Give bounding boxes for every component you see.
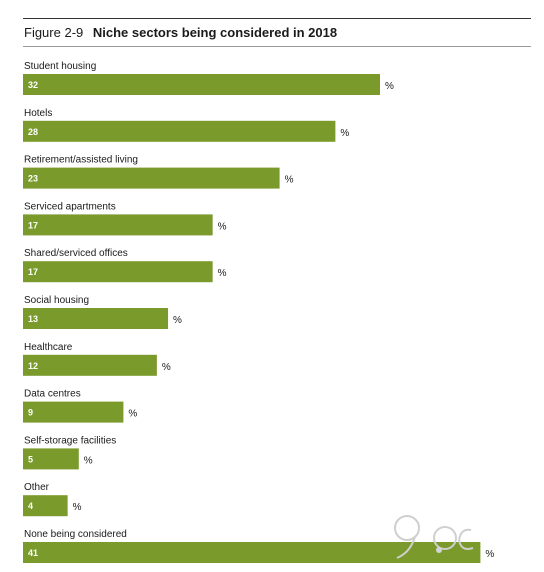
bar-value-label: 28 [28, 127, 38, 137]
percent-unit-label: % [218, 221, 227, 232]
percent-unit-label: % [84, 455, 93, 466]
bar [23, 542, 481, 563]
bar-value-label: 23 [28, 174, 38, 184]
figure-heading: Figure 2-9 Niche sectors being considere… [24, 25, 337, 40]
category-label: Healthcare [24, 342, 73, 353]
category-label: Data centres [24, 389, 81, 400]
bar-value-label: 17 [28, 220, 38, 230]
bar [23, 354, 157, 376]
title-rule [23, 46, 531, 47]
category-label: Retirement/assisted living [24, 155, 138, 166]
percent-unit-label: % [285, 175, 294, 186]
category-label: Social housing [24, 295, 89, 306]
category-label: Self-storage facilities [24, 435, 116, 446]
bar-value-label: 17 [28, 267, 38, 277]
percent-unit-label: % [162, 362, 171, 373]
chart-title: Niche sectors being considered in 2018 [92, 25, 338, 40]
category-label: Serviced apartments [24, 201, 116, 212]
percent-unit-label: % [340, 128, 349, 139]
bar [23, 167, 280, 189]
bar-value-label: 5 [28, 454, 33, 464]
bar [23, 448, 79, 470]
bar [23, 401, 124, 423]
category-label: None being considered [24, 529, 127, 540]
category-label: Other [24, 482, 50, 493]
bar-value-label: 32 [28, 80, 38, 90]
percent-unit-label: % [128, 409, 137, 420]
category-label: Hotels [24, 108, 52, 119]
bar [23, 495, 68, 517]
bar-value-label: 13 [28, 314, 38, 324]
bar [23, 214, 213, 236]
percent-unit-label: % [485, 549, 494, 560]
bar-value-label: 4 [28, 501, 33, 511]
watermark-logo [394, 515, 474, 559]
percent-unit-label: % [173, 315, 182, 326]
top-rule [23, 18, 531, 19]
percent-unit-label: % [73, 502, 82, 513]
percent-unit-label: % [385, 81, 394, 92]
category-label: Shared/serviced offices [24, 248, 128, 259]
category-label: Student housing [24, 61, 96, 72]
bar-value-label: 9 [28, 408, 33, 418]
percent-unit-label: % [218, 268, 227, 279]
figure-number: Figure 2-9 [24, 25, 84, 40]
bar-value-label: 41 [28, 548, 38, 558]
bar [23, 74, 380, 95]
bar [23, 308, 169, 329]
bar-value-label: 12 [28, 361, 38, 371]
bar [23, 120, 336, 142]
bar [23, 261, 213, 283]
